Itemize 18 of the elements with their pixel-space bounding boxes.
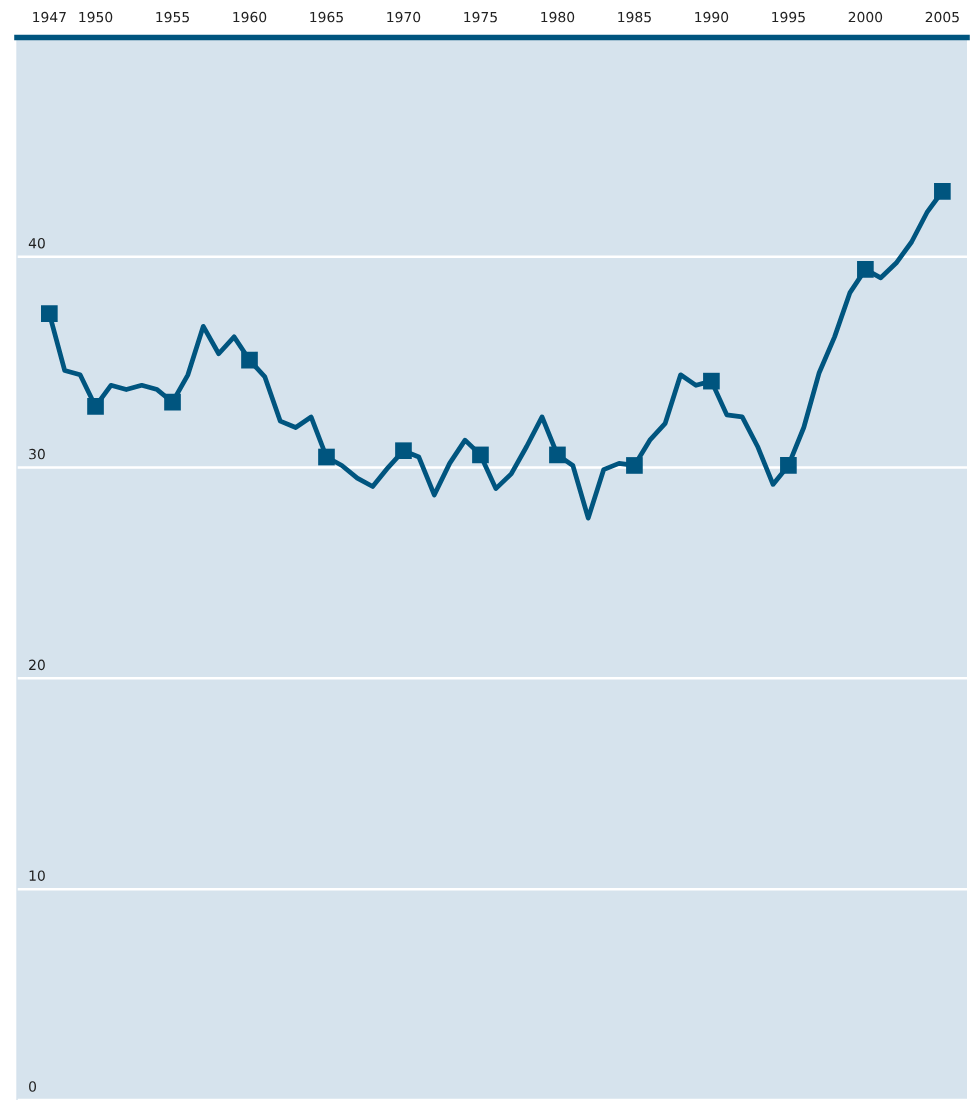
x-tick-label: 1960 — [233, 11, 267, 23]
x-tick-label: 1955 — [156, 11, 189, 23]
x-tick-label: 2000 — [848, 11, 883, 23]
x-tick-label: 1990 — [695, 11, 729, 23]
x-tick-label: 1947 — [33, 11, 66, 23]
y-tick-label: 10 — [29, 870, 45, 881]
y-tick-label: 20 — [29, 659, 45, 671]
x-tick-label: 1965 — [310, 11, 343, 23]
y-tick-label: 40 — [28, 237, 45, 249]
x-tick-label: 1980 — [541, 11, 575, 23]
x-tick-label: 1995 — [772, 11, 805, 23]
x-tick-label: 1975 — [464, 11, 497, 23]
x-tick-label: 2005 — [925, 11, 959, 23]
y-tick-label: 30 — [29, 448, 45, 460]
x-tick-label: 1950 — [79, 11, 113, 23]
y-tick-label: 0 — [29, 1081, 37, 1092]
x-tick-label: 1985 — [618, 11, 651, 23]
x-tick-label: 1970 — [387, 11, 421, 23]
